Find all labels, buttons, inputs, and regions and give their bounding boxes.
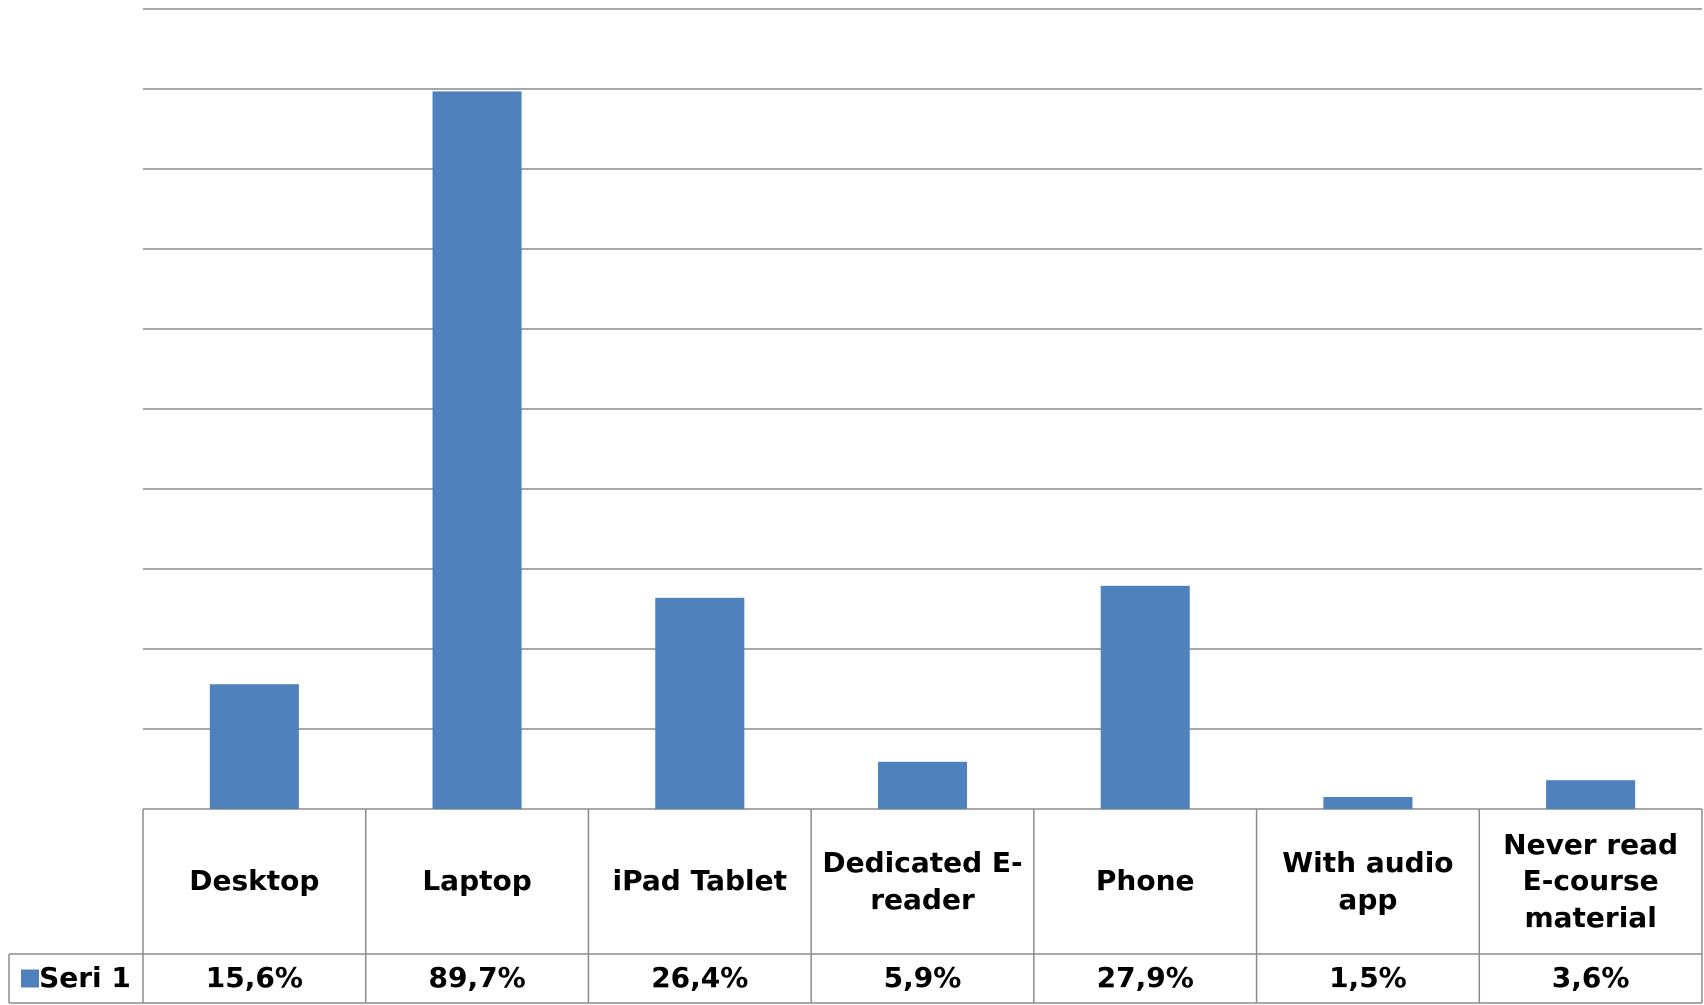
- bar: [1546, 780, 1636, 809]
- x-category-label: Desktop: [189, 864, 320, 898]
- legend-swatch: [21, 969, 39, 988]
- x-category-label: Dedicated E-reader: [822, 846, 1023, 916]
- x-category-label: iPad Tablet: [612, 864, 787, 898]
- data-label: 89,7%: [428, 961, 526, 995]
- data-label: 1,5%: [1329, 961, 1407, 995]
- data-label: 26,4%: [651, 961, 749, 995]
- x-category-label: Never read E-course material: [1503, 827, 1679, 934]
- x-category-label: Phone: [1095, 864, 1195, 898]
- bar: [877, 761, 968, 809]
- bar: [209, 684, 299, 809]
- data-label: 5,9%: [883, 961, 962, 995]
- legend-label: Seri 1: [39, 961, 131, 995]
- data-label: 27,9%: [1096, 961, 1194, 995]
- bar: [1100, 585, 1190, 809]
- data-label: 15,6%: [205, 961, 303, 995]
- bar: [655, 597, 745, 809]
- bar: [432, 91, 522, 809]
- x-category-label: With audio app: [1282, 846, 1454, 916]
- bar: [1323, 797, 1413, 809]
- data-label: 3,6%: [1551, 961, 1630, 995]
- x-category-label: Laptop: [422, 864, 532, 898]
